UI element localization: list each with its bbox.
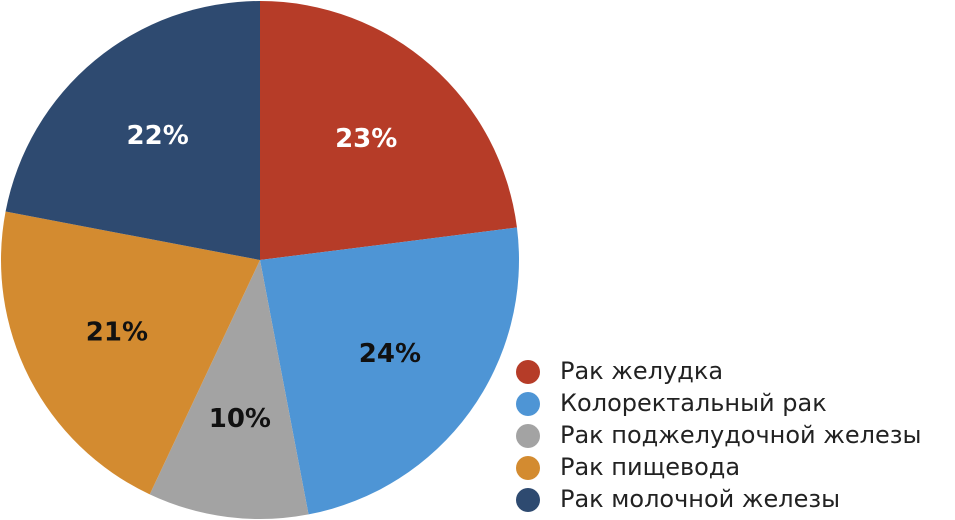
pie-slice	[5, 1, 261, 260]
legend-label: Колоректальный рак	[560, 389, 827, 417]
legend-marker	[516, 456, 540, 480]
pie-slice	[260, 227, 519, 515]
value-label: 22%	[127, 121, 189, 151]
legend-marker	[516, 392, 540, 416]
pie-slice	[1, 211, 261, 495]
legend-marker	[516, 424, 540, 448]
pie-slice	[260, 1, 517, 260]
pie-slice	[149, 260, 309, 519]
value-label: 23%	[335, 124, 397, 154]
legend-marker	[516, 488, 540, 512]
legend-label: Рак желудка	[560, 357, 723, 385]
value-label: 10%	[209, 404, 271, 434]
value-label: 21%	[86, 317, 148, 347]
value-label: 24%	[359, 339, 421, 369]
legend-label: Рак молочной железы	[560, 485, 840, 513]
legend-label: Рак пищевода	[560, 453, 740, 481]
legend-marker	[516, 360, 540, 384]
legend-label: Рак поджелудочной железы	[560, 421, 921, 449]
